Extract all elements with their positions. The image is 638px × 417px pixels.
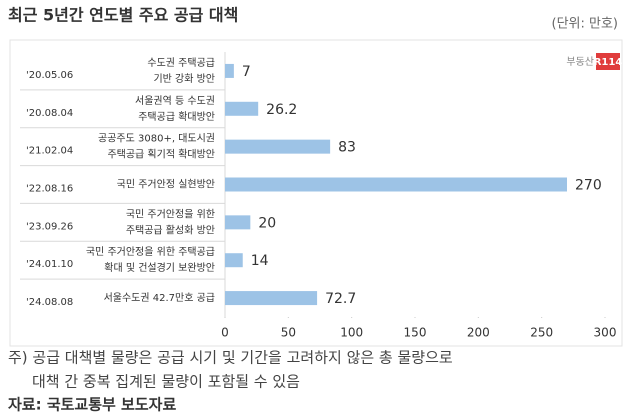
date-label: '24.01.10 (26, 259, 73, 270)
logo-badge-text: R114 (594, 57, 623, 68)
category-label: 서울권역 등 수도권 (135, 95, 215, 107)
bar (225, 291, 318, 306)
category-label: 주택공급 활성화 방안 (126, 223, 215, 236)
chart-title: 최근 5년간 연도별 주요 공급 대책 (8, 6, 238, 25)
value-label: 270 (575, 178, 602, 194)
x-tick-label: 100 (340, 326, 363, 340)
bar (225, 215, 251, 230)
category-label: 국민 주거안정 실현방안 (117, 179, 215, 191)
category-label: 공공주도 3080+, 대도시권 (98, 133, 215, 145)
category-label: 기반 강화 방안 (153, 73, 215, 85)
date-label: '22.08.16 (26, 184, 73, 195)
value-label: 20 (258, 215, 276, 231)
bar (225, 177, 567, 192)
value-label: 7 (242, 64, 251, 80)
value-label: 83 (338, 140, 356, 156)
x-tick-label: 50 (281, 326, 296, 340)
category-label: 확대 및 건설경기 보완방안 (104, 261, 215, 274)
value-label: 72.7 (325, 291, 356, 307)
date-label: '21.02.04 (26, 146, 73, 157)
logo-text: 부동산 (566, 56, 594, 68)
date-label: '20.08.04 (26, 108, 73, 119)
source: 자료: 국토교통부 보도자료 (8, 396, 176, 414)
category-label: 국민 주거안정을 위한 (126, 207, 215, 220)
bar (225, 63, 234, 78)
x-tick-label: 250 (530, 326, 553, 340)
category-label: 서울수도권 42.7만호 공급 (104, 292, 215, 304)
x-tick-label: 150 (404, 326, 427, 340)
date-label: '20.05.06 (26, 70, 73, 81)
date-label: '24.08.08 (26, 297, 73, 308)
date-label: '23.09.26 (26, 221, 73, 232)
logo-badge (596, 53, 620, 70)
category-label: 국민 주거안정을 위한 주택공급 (86, 245, 215, 258)
unit-label: (단위: 만호) (552, 17, 619, 32)
x-tick-label: 0 (221, 326, 229, 340)
note: 대책 간 중복 집계된 물량이 포함될 수 있음 (32, 373, 300, 391)
value-label: 14 (251, 253, 269, 269)
frame (9, 39, 623, 347)
x-tick-label: 200 (467, 326, 490, 340)
note: 주) 공급 대책별 물량은 공급 시기 및 기간을 고려하지 않은 총 물량으로 (8, 349, 453, 367)
category-label: 수도권 주택공급 (147, 57, 215, 69)
category-label: 주택공급 획기적 확대방안 (107, 149, 215, 161)
bar (225, 253, 243, 268)
bar (225, 139, 331, 154)
value-label: 26.2 (266, 102, 297, 118)
category-label: 주택공급 확대방안 (138, 111, 215, 123)
bar (225, 101, 259, 116)
x-tick-label: 300 (594, 326, 617, 340)
